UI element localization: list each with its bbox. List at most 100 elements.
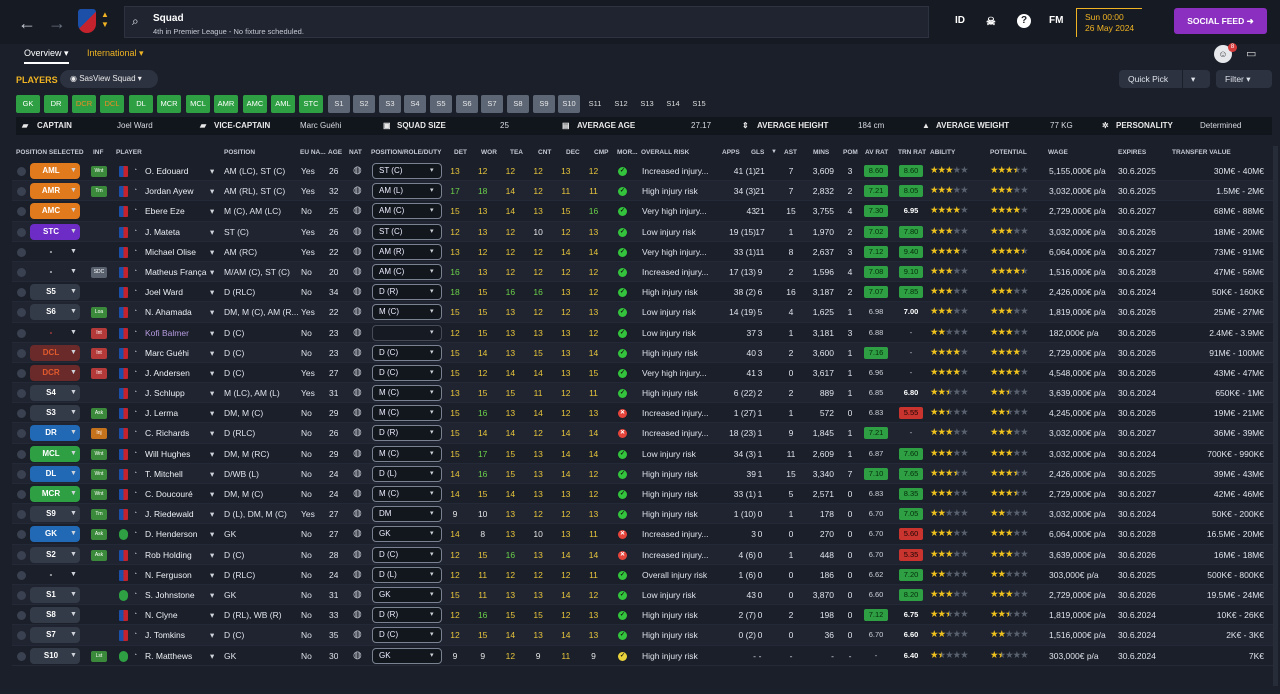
chevron-down-icon[interactable]: ▾ bbox=[210, 428, 215, 439]
row-select-checkbox[interactable] bbox=[17, 288, 26, 298]
role-duty-dropdown[interactable]: GK bbox=[372, 586, 442, 603]
chevron-down-icon[interactable]: ▼ bbox=[70, 167, 77, 174]
table-row[interactable]: MCL ▼ Wnt ◔ Will Hughes ▾ DM, M (RC) No 29 ◍ M (C)… bbox=[12, 444, 1274, 464]
chevron-down-icon[interactable]: ▾ bbox=[430, 449, 434, 457]
column-header[interactable]: AGE bbox=[328, 149, 343, 156]
chevron-down-icon[interactable]: ▾ bbox=[430, 510, 434, 518]
player-name[interactable]: J. Lerma bbox=[145, 408, 179, 419]
position-selected-dropdown[interactable]: S6 bbox=[30, 304, 80, 321]
column-header[interactable]: POSITION SELECTED bbox=[16, 149, 84, 156]
table-row[interactable]: S8 ▼ ◔ N. Clyne ▾ D (RL), WB (R) No 33 ◍ D (R) ▾ 12… bbox=[12, 605, 1274, 626]
role-duty-dropdown[interactable]: M (C) bbox=[372, 405, 442, 422]
chevron-down-icon[interactable]: ▼ bbox=[70, 590, 77, 598]
chevron-down-icon[interactable]: ▾ bbox=[210, 529, 215, 540]
row-select-checkbox[interactable] bbox=[17, 247, 26, 257]
chevron-down-icon[interactable]: ▼ bbox=[70, 611, 77, 619]
column-header[interactable]: POTENTIAL bbox=[990, 149, 1027, 156]
skull-icon[interactable]: ☠ bbox=[986, 16, 996, 28]
table-row[interactable]: S10 ▼ Lst ◔ R. Matthews ▾ GK No 30 ◍ GK ▾ 9 9 12 9 11 9 ✓ H… bbox=[12, 646, 1274, 666]
chevron-down-icon[interactable]: ▼ bbox=[70, 187, 77, 195]
player-name[interactable]: J. Tomkins bbox=[145, 630, 185, 641]
role-duty-dropdown[interactable]: D (C) bbox=[372, 627, 442, 644]
position-selected-dropdown[interactable]: - bbox=[30, 244, 80, 260]
slot-dr[interactable]: DR bbox=[44, 95, 68, 113]
slot-s14[interactable]: S14 bbox=[666, 99, 680, 108]
chevron-down-icon[interactable]: ▾ bbox=[210, 166, 215, 176]
role-duty-dropdown[interactable]: GK bbox=[372, 526, 442, 543]
chevron-down-icon[interactable]: ▼ bbox=[70, 469, 77, 477]
chevron-down-icon[interactable]: ▾ bbox=[430, 429, 434, 437]
player-name[interactable]: Michael Olise bbox=[145, 246, 197, 257]
slot-s8[interactable]: S8 bbox=[507, 95, 529, 113]
forward-arrow-icon[interactable]: → bbox=[48, 13, 66, 33]
chevron-down-icon[interactable]: ▾ bbox=[430, 267, 434, 275]
column-header[interactable]: POSITION/ROLE/DUTY bbox=[371, 149, 442, 156]
player-name[interactable]: J. Riedewald bbox=[145, 509, 194, 520]
column-header[interactable]: NAT bbox=[349, 149, 362, 156]
chevron-down-icon[interactable]: ▾ bbox=[430, 651, 434, 659]
table-row[interactable]: DCL ▼ Int ◔ Marc Guéhi ▾ D (C) No 23 ◍ D (C) ▾ 15 14 1… bbox=[12, 342, 1274, 363]
table-row[interactable]: DL ▼ Wnt ◔ T. Mitchell ▾ D/WB (L) No 24 ◍ D (L) ▾ 14… bbox=[12, 463, 1274, 484]
chevron-down-icon[interactable]: ▼ bbox=[70, 409, 77, 417]
player-name[interactable]: Ebere Eze bbox=[145, 206, 185, 217]
chevron-down-icon[interactable]: ▼ bbox=[70, 449, 77, 457]
chevron-down-icon[interactable]: ▾ bbox=[430, 308, 434, 316]
manager-avatar-icon[interactable]: ☺ bbox=[1214, 45, 1232, 63]
position-selected-dropdown[interactable]: AMR bbox=[30, 183, 80, 200]
row-select-checkbox[interactable] bbox=[17, 651, 26, 661]
table-row[interactable]: S5 ▼ ◔ Joel Ward ▾ D (RLC) No 34 ◍ D (R) ▾ 18 15 16 16… bbox=[12, 282, 1274, 303]
row-select-checkbox[interactable] bbox=[17, 167, 26, 176]
chevron-down-icon[interactable]: ▾ bbox=[210, 489, 215, 499]
player-name[interactable]: N. Ahamada bbox=[145, 307, 192, 318]
row-select-checkbox[interactable] bbox=[17, 611, 26, 621]
player-name[interactable]: J. Mateta bbox=[145, 226, 180, 237]
row-select-checkbox[interactable] bbox=[17, 328, 26, 338]
position-selected-dropdown[interactable]: DCL bbox=[30, 344, 80, 361]
slot-s12[interactable]: S12 bbox=[614, 99, 628, 108]
role-duty-dropdown[interactable]: M (C) bbox=[372, 385, 442, 402]
position-selected-dropdown[interactable]: - bbox=[30, 567, 80, 583]
table-row[interactable]: - ▼ ◔ Michael Olise ▾ AM (RC) Yes 22 ◍ AM (R) ▾ 13 1… bbox=[12, 242, 1274, 262]
slot-s15[interactable]: S15 bbox=[692, 99, 706, 108]
chevron-down-icon[interactable]: ▼ bbox=[70, 368, 77, 376]
column-header[interactable]: TRN RAT bbox=[898, 149, 927, 156]
column-header[interactable]: DET bbox=[454, 149, 467, 156]
column-header[interactable]: POM bbox=[843, 149, 858, 156]
table-row[interactable]: GK ▼ Ask ◔ D. Henderson ▾ GK No 27 ◍ GK ▾ 14 8 13 10 13 1… bbox=[12, 524, 1274, 545]
captain-value[interactable]: Joel Ward bbox=[117, 121, 153, 130]
tab-international[interactable]: International ▾ bbox=[87, 48, 144, 58]
chevron-down-icon[interactable]: ▾ bbox=[210, 266, 215, 277]
role-duty-dropdown[interactable]: D (C) bbox=[372, 344, 442, 361]
row-select-checkbox[interactable] bbox=[17, 590, 26, 600]
table-row[interactable]: DCR ▼ Int ◔ J. Andersen ▾ D (C) Yes 27 ◍ D (C) ▾ 15 1… bbox=[12, 363, 1274, 384]
row-select-checkbox[interactable] bbox=[17, 187, 26, 197]
column-header[interactable]: MINS bbox=[813, 149, 830, 156]
column-header[interactable]: ABILITY bbox=[930, 149, 956, 156]
chevron-down-icon[interactable]: ▾ bbox=[430, 247, 434, 255]
table-row[interactable]: AMC ▼ ◔ Ebere Eze ▾ M (C), AM (LC) No 25 ◍ AM (C)… bbox=[12, 201, 1274, 222]
chevron-down-icon[interactable]: ▾ bbox=[210, 226, 215, 237]
role-duty-dropdown[interactable] bbox=[372, 324, 442, 341]
role-duty-dropdown[interactable]: DM bbox=[372, 506, 442, 523]
row-select-checkbox[interactable] bbox=[17, 227, 26, 237]
position-selected-dropdown[interactable]: S9 bbox=[30, 506, 80, 523]
player-name[interactable]: N. Ferguson bbox=[145, 569, 192, 580]
slot-s9[interactable]: S9 bbox=[533, 95, 555, 113]
slot-stc[interactable]: STC bbox=[299, 95, 323, 113]
position-selected-dropdown[interactable]: S4 bbox=[30, 385, 80, 402]
column-header[interactable]: WOR bbox=[481, 149, 497, 156]
chevron-down-icon[interactable]: ▾ bbox=[430, 368, 434, 376]
chevron-down-icon[interactable]: ▼ bbox=[70, 288, 77, 296]
table-row[interactable]: S6 ▼ Loa ◔ N. Ahamada ▾ DM, M (C), AM (R... Yes… bbox=[12, 302, 1274, 323]
role-duty-dropdown[interactable]: D (R) bbox=[372, 284, 442, 301]
chevron-down-icon[interactable]: ▾ bbox=[430, 550, 434, 558]
role-duty-dropdown[interactable]: D (C) bbox=[372, 364, 442, 381]
row-select-checkbox[interactable] bbox=[17, 409, 26, 419]
chevron-down-icon[interactable]: ▾ bbox=[210, 569, 215, 580]
search-box[interactable]: ⌕ Squad 4th in Premier League - No fixtu… bbox=[124, 6, 929, 38]
role-duty-dropdown[interactable]: GK bbox=[372, 647, 442, 664]
position-selected-dropdown[interactable]: S5 bbox=[30, 284, 80, 301]
role-duty-dropdown[interactable]: D (L) bbox=[372, 566, 442, 583]
slot-gk[interactable]: GK bbox=[16, 95, 40, 113]
role-duty-dropdown[interactable]: ST (C) bbox=[372, 163, 442, 179]
